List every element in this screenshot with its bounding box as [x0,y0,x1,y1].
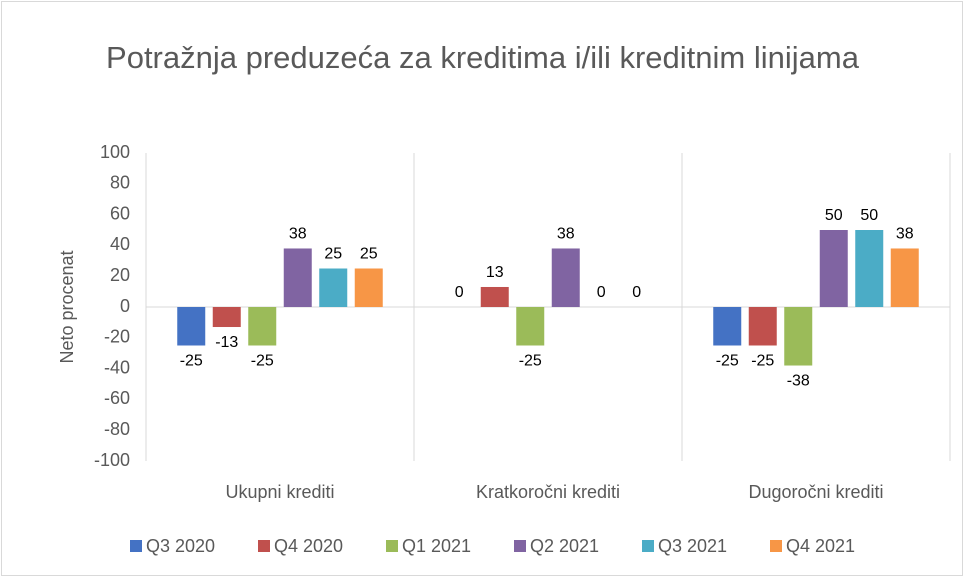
data-label: -25 [180,353,203,370]
legend-swatch [642,540,654,552]
y-tick-label: -100 [94,450,130,470]
y-tick-label: 60 [110,203,130,223]
bar [212,307,241,328]
legend-label: Q4 2020 [274,536,343,556]
legend-swatch [514,540,526,552]
data-label: 25 [324,246,342,263]
legend-swatch [386,540,398,552]
data-label: -25 [751,353,774,370]
data-label: 0 [597,284,606,301]
chart-title: Potražnja preduzeća za kreditima i/ili k… [106,40,859,75]
data-label: 0 [632,284,641,301]
legend-label: Q3 2021 [658,536,727,556]
bar [551,248,580,307]
bar [177,307,206,346]
legend-label: Q4 2021 [786,536,855,556]
x-tick-label: Kratkoročni krediti [476,482,620,502]
y-tick-label: -80 [104,419,130,439]
bar [480,286,509,307]
bar [319,268,348,307]
bar [784,307,813,366]
y-tick-label: 80 [110,173,130,193]
y-tick-label: -40 [104,357,130,377]
legend-swatch [770,540,782,552]
data-label: -25 [519,353,542,370]
y-tick-label: 40 [110,234,130,254]
data-label: 38 [557,226,575,243]
bar [713,307,742,346]
data-label: 50 [860,207,878,224]
data-label: 38 [896,226,914,243]
bar [748,307,777,346]
legend-label: Q2 2021 [530,536,599,556]
y-tick-label: 0 [120,296,130,316]
legend-label: Q1 2021 [402,536,471,556]
data-label: -25 [251,353,274,370]
bar [354,268,383,307]
bar [516,307,545,346]
data-label: 38 [289,226,307,243]
legend-label: Q3 2020 [146,536,215,556]
legend-swatch [258,540,270,552]
y-tick-label: -20 [104,327,130,347]
data-label: -13 [215,334,238,351]
data-label: 0 [455,284,464,301]
y-axis-label: Neto procenat [57,250,77,363]
bar [248,307,277,346]
bar [890,248,919,307]
data-label: 50 [825,207,843,224]
x-tick-label: Dugoročni krediti [748,482,883,502]
legend-swatch [130,540,142,552]
data-label: 25 [360,246,378,263]
data-label: 13 [486,264,504,281]
x-tick-label: Ukupni krediti [225,482,334,502]
y-tick-label: 20 [110,265,130,285]
data-label: -25 [716,353,739,370]
bar [283,248,312,307]
data-label: -38 [787,373,810,390]
bar [819,230,848,307]
bar [855,230,884,307]
y-tick-label: 100 [100,142,130,162]
y-tick-label: -60 [104,388,130,408]
